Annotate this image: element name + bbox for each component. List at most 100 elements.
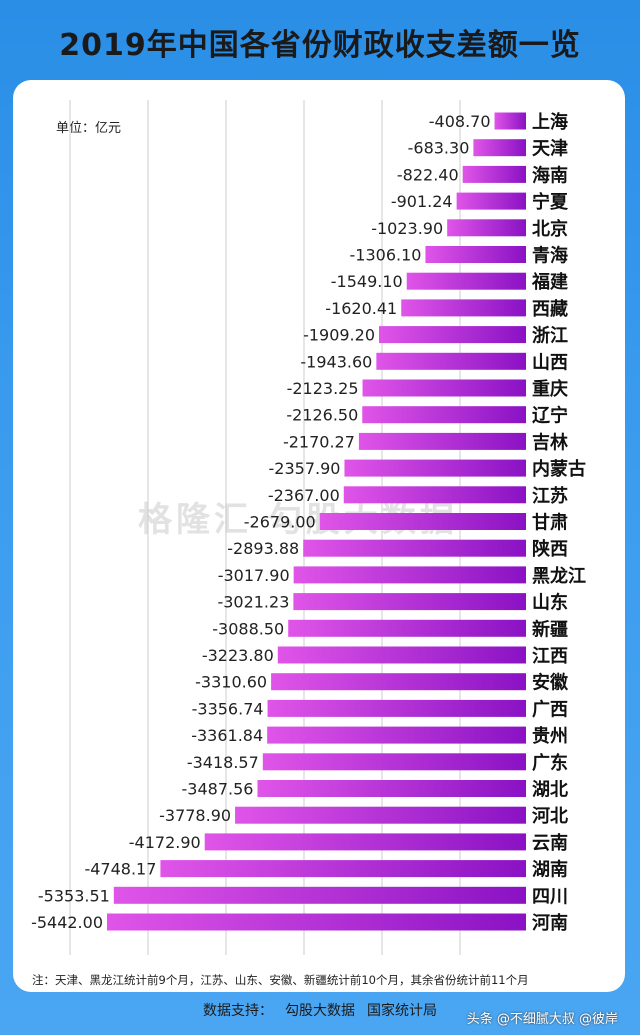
category-label: 安徽	[532, 672, 569, 694]
value-label: -3223.80	[202, 646, 274, 665]
category-label: 天津	[532, 138, 568, 160]
bar-江苏	[343, 486, 526, 504]
category-label: 广西	[532, 698, 568, 720]
bar-海南	[462, 165, 526, 183]
bar-湖南	[160, 860, 526, 878]
bar-山东	[293, 593, 526, 611]
bar-甘肃	[319, 513, 526, 530]
bar-云南	[204, 833, 526, 851]
bar-宁夏	[456, 192, 526, 210]
value-label: -3021.23	[217, 593, 289, 612]
bar-陕西	[303, 539, 526, 557]
category-label: 青海	[532, 245, 568, 267]
category-label: 湖北	[532, 780, 568, 801]
value-label: -4748.17	[84, 860, 156, 879]
category-label: 山西	[532, 352, 568, 373]
category-label: 浙江	[532, 325, 568, 347]
bar-西藏	[401, 299, 526, 317]
bar-河北	[235, 806, 526, 824]
category-label: 重庆	[532, 378, 568, 400]
category-label: 四川	[532, 886, 568, 907]
value-label: -1620.41	[325, 299, 397, 318]
value-label: -5442.00	[31, 913, 103, 932]
category-label: 北京	[532, 218, 568, 240]
bar-重庆	[362, 379, 526, 397]
bar-黑龙江	[293, 566, 526, 584]
value-label: -4172.90	[129, 833, 201, 852]
value-label: -3778.90	[159, 806, 231, 825]
bar-北京	[447, 219, 526, 237]
category-label: 海南	[532, 164, 568, 186]
value-label: -2357.90	[269, 459, 341, 478]
value-label: -2893.88	[227, 539, 299, 558]
category-label: 黑龙江	[532, 565, 586, 587]
category-label: 江西	[532, 646, 568, 667]
bar-山西	[376, 352, 526, 370]
value-label: -1023.90	[371, 219, 443, 238]
source-item: 勾股大数据	[285, 1003, 355, 1019]
bar-天津	[473, 139, 526, 157]
value-label: -1306.10	[350, 246, 422, 265]
bar-贵州	[267, 726, 526, 744]
value-label: -3361.84	[191, 726, 263, 745]
category-label: 湖南	[532, 859, 568, 881]
value-label: -901.24	[391, 192, 453, 211]
category-label: 山东	[532, 592, 568, 614]
category-label: 西藏	[532, 299, 568, 320]
value-label: -1549.10	[331, 272, 403, 291]
value-label: -408.70	[429, 112, 491, 131]
bar-浙江	[379, 326, 526, 344]
category-label: 吉林	[532, 431, 568, 453]
value-label: -3017.90	[218, 566, 290, 585]
category-label: 内蒙古	[532, 458, 586, 480]
bar-上海	[494, 112, 526, 130]
source-item: 国家统计局	[367, 1003, 437, 1019]
bar-新疆	[288, 619, 526, 637]
category-label: 云南	[532, 832, 568, 854]
category-label: 新疆	[532, 618, 568, 640]
category-label: 江苏	[532, 485, 568, 507]
category-label: 宁夏	[532, 191, 569, 213]
category-label: 河北	[532, 806, 568, 827]
category-label: 辽宁	[532, 405, 568, 427]
value-label: -2126.50	[286, 406, 358, 425]
unit-label: 单位：亿元	[56, 121, 122, 136]
page-title: 2019年中国各省份财政收支差额一览	[59, 28, 581, 63]
value-label: -822.40	[397, 165, 459, 184]
value-label: -1909.20	[303, 326, 375, 345]
source-label: 数据支持：	[203, 1003, 273, 1019]
bar-安徽	[271, 673, 526, 691]
category-label: 上海	[532, 111, 568, 133]
bar-河南	[107, 913, 526, 931]
value-label: -2170.27	[283, 432, 355, 451]
corner-watermark: 头条 @不细腻大叔 @彼岸	[466, 1012, 618, 1027]
footnote: 注：天津、黑龙江统计前9个月，江苏、山东、安徽、新疆统计前10个月，其余省份统计…	[32, 973, 529, 987]
category-label: 广东	[532, 752, 568, 774]
bar-福建	[406, 272, 526, 290]
value-label: -683.30	[408, 139, 470, 158]
bar-湖北	[257, 780, 526, 797]
value-label: -2679.00	[244, 513, 316, 532]
value-label: -3418.57	[187, 753, 259, 772]
category-label: 甘肃	[532, 512, 568, 534]
bar-广东	[262, 753, 526, 771]
value-label: -2123.25	[287, 379, 359, 398]
value-label: -3088.50	[212, 619, 284, 638]
value-label: -2367.00	[268, 486, 340, 505]
category-label: 贵州	[532, 726, 568, 747]
bar-青海	[425, 246, 526, 263]
value-label: -3310.60	[195, 673, 267, 692]
bar-广西	[267, 699, 526, 717]
data-source: 数据支持： 勾股大数据 国家统计局	[0, 1000, 640, 1020]
category-label: 陕西	[532, 538, 568, 560]
bar-吉林	[358, 432, 526, 450]
category-label: 福建	[531, 271, 568, 293]
bar-辽宁	[362, 406, 526, 424]
value-label: -5353.51	[38, 886, 110, 905]
bar-江西	[277, 646, 526, 664]
value-label: -3487.56	[182, 780, 254, 799]
category-label: 河南	[532, 912, 568, 934]
bar-内蒙古	[344, 459, 526, 477]
bar-四川	[113, 886, 527, 904]
